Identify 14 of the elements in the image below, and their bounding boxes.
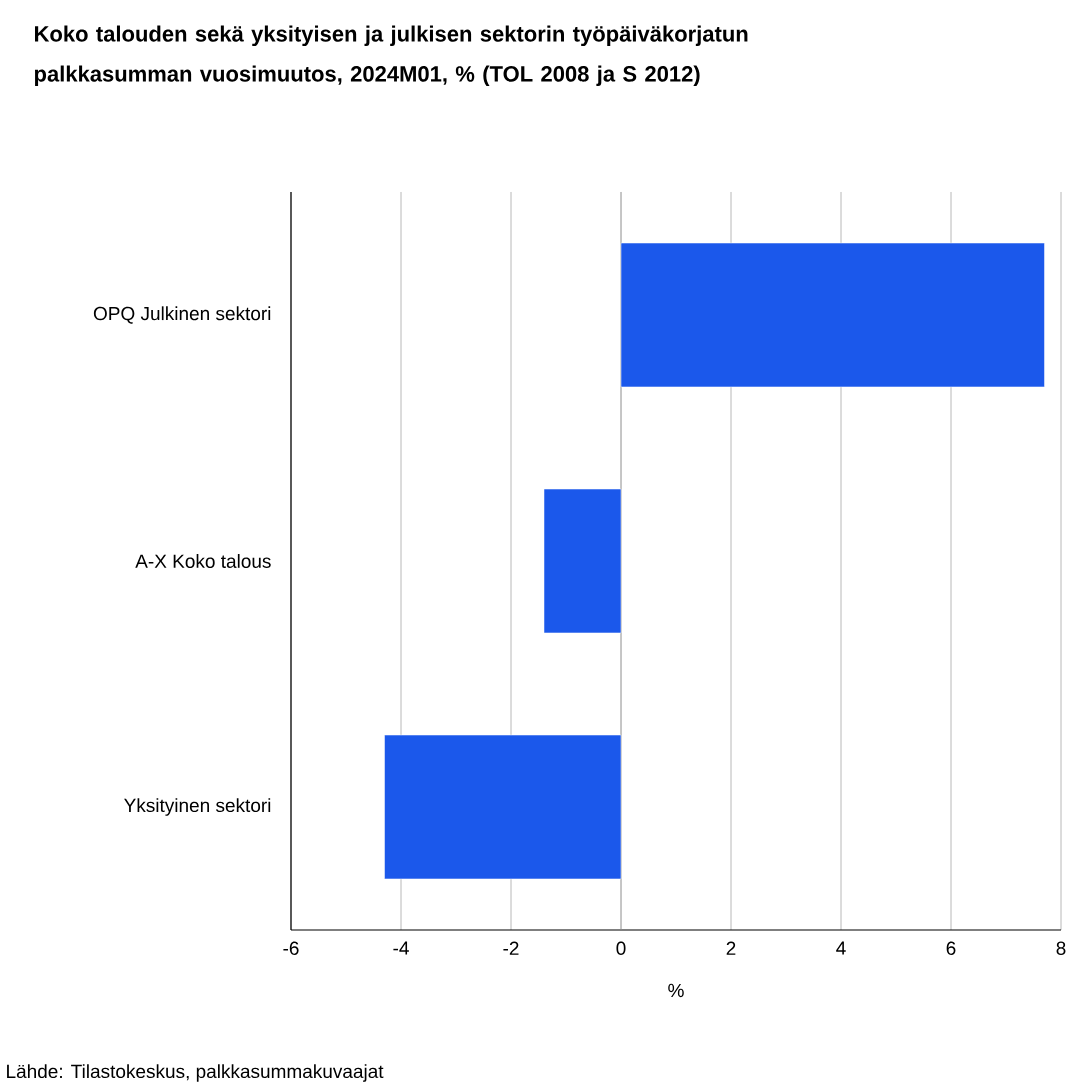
x-tick-label: 8 [1056,941,1066,955]
y-tick-label: A-X Koko talous [135,554,271,568]
x-tick-label: -2 [503,941,519,955]
x-tick-label: -6 [283,941,299,955]
x-tick-label: 2 [726,941,736,955]
x-tick-label: 6 [946,941,956,955]
chart-title: Koko talouden sekä yksityisen ja julkisen sektorin työpäiväkorjatun palkkasumman vuosimuutos, 2024M01, % (TOL 2008 ja S 2012) [34,25,748,87]
x-tick-label: 0 [616,941,626,955]
text: Lähde: Tilastokeskus, palkkasummakuvaajat [7,1064,384,1082]
x-tick-label: 4 [836,941,846,955]
x-tick-label: -4 [393,941,409,955]
x-axis-title: % [668,983,684,998]
y-tick-label: OPQ Julkinen sektori [93,306,271,324]
y-tick-label: Yksityinen sektori [124,798,271,816]
